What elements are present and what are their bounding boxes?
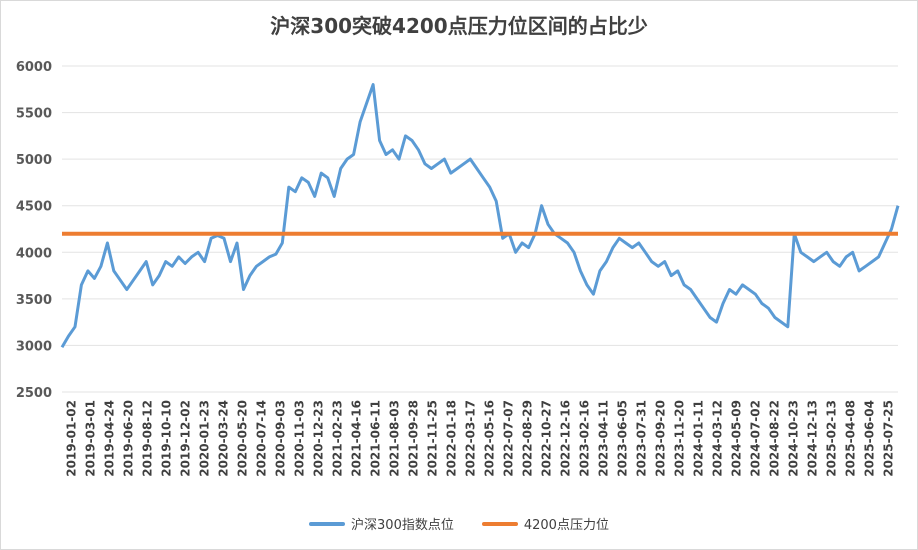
x-tick-label: 2023-11-20 [673,400,687,477]
legend-item-resistance: 4200点压力位 [481,514,609,533]
y-tick-label: 3500 [16,293,52,308]
x-tick-label: 2020-01-23 [198,400,212,477]
x-tick-label: 2019-08-12 [141,400,155,477]
x-tick-label: 2025-02-13 [825,400,839,477]
x-tick-label: 2024-07-02 [749,400,763,477]
x-tick-label: 2020-03-24 [217,400,231,477]
x-tick-label: 2020-05-20 [236,400,250,477]
legend-item-index: 沪深300指数点位 [309,514,454,533]
x-tick-label: 2024-12-13 [806,400,820,477]
y-tick-label: 5000 [16,153,52,168]
legend-swatch-resistance [481,521,518,526]
x-tick-label: 2021-04-16 [350,400,364,477]
x-tick-label: 2023-06-05 [616,400,630,477]
x-tick-label: 2022-03-17 [464,400,478,477]
y-tick-label: 5500 [16,107,52,122]
y-tick-label: 3000 [16,339,52,354]
x-tick-label: 2021-06-11 [369,400,383,477]
x-axis-ticks: 2019-01-02 2019-03-01 2019-04-24 2019-06-20… [65,400,896,477]
x-tick-label: 2022-08-29 [521,400,535,477]
x-tick-label: 2024-01-11 [692,400,706,477]
x-tick-label: 2020-12-23 [312,400,326,477]
y-tick-label: 2500 [16,386,52,401]
x-tick-label: 2022-12-16 [559,400,573,477]
x-tick-label: 2020-07-14 [255,400,269,477]
y-tick-label: 6000 [16,60,52,75]
legend: 沪深300指数点位 4200点压力位 [0,514,918,533]
x-tick-label: 2021-02-23 [331,400,345,477]
x-tick-label: 2022-05-16 [483,400,497,477]
x-tick-label: 2024-05-09 [730,400,744,477]
x-tick-label: 2025-04-08 [844,400,858,477]
x-tick-label: 2024-03-12 [711,400,725,477]
x-tick-label: 2019-04-24 [103,400,117,477]
gridlines [62,65,898,393]
x-tick-label: 2021-11-25 [426,400,440,477]
x-tick-label: 2023-02-16 [578,400,592,477]
x-tick-label: 2024-10-23 [787,400,801,477]
x-tick-label: 2021-09-28 [407,400,421,477]
x-tick-label: 2020-09-03 [274,400,288,477]
y-tick-label: 4000 [16,246,52,261]
x-tick-label: 2019-12-02 [179,400,193,477]
legend-label-resistance: 4200点压力位 [523,518,609,533]
x-tick-label: 2019-03-01 [84,400,98,477]
x-tick-label: 2023-07-31 [635,400,649,477]
x-tick-label: 2019-06-20 [122,400,136,477]
x-tick-label: 2019-10-10 [160,400,174,477]
y-axis-ticks: 2500 3000 3500 4000 4500 5000 5500 6000 [16,60,52,401]
x-tick-label: 2023-04-11 [597,400,611,477]
x-tick-label: 2022-07-07 [502,400,516,477]
chart-title: 沪深300突破4200点压力位区间的占比少 [270,14,648,38]
x-tick-label: 2022-01-18 [445,400,459,477]
x-tick-label: 2023-09-20 [654,400,668,477]
y-tick-label: 4500 [16,200,52,215]
legend-label-index: 沪深300指数点位 [351,518,454,533]
x-tick-label: 2022-10-27 [540,400,554,477]
x-tick-label: 2019-01-02 [65,400,79,477]
series-line-index [60,83,900,349]
x-tick-label: 2025-06-04 [863,400,877,477]
x-tick-label: 2025-07-25 [882,400,896,477]
series-lines [60,83,900,349]
x-tick-label: 2024-08-22 [768,400,782,477]
legend-swatch-index [309,521,346,526]
x-tick-label: 2020-11-03 [293,400,307,477]
x-tick-label: 2021-08-03 [388,400,402,477]
